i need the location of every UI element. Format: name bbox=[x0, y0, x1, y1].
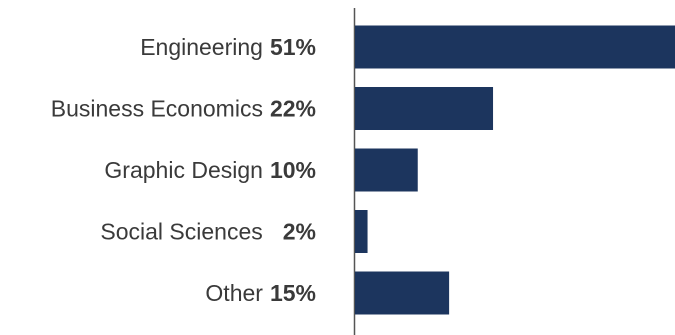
category-name: Social Sciences bbox=[100, 219, 262, 245]
bar-graphic-design bbox=[355, 148, 418, 192]
value-label: 22% bbox=[270, 96, 316, 122]
category-name: Engineering bbox=[140, 34, 263, 60]
category-name: Graphic Design bbox=[104, 157, 263, 183]
bar-business-economics bbox=[355, 87, 494, 130]
value-label: 51% bbox=[270, 34, 316, 60]
category-label-social-sciences: Social Sciences 2% bbox=[100, 219, 316, 245]
category-label-other: Other 15% bbox=[205, 280, 316, 306]
bar-engineering bbox=[355, 25, 675, 69]
bar-social-sciences bbox=[355, 210, 368, 253]
category-labels: Engineering 51% Business Economics 22% Graph… bbox=[51, 34, 316, 306]
category-label-engineering: Engineering 51% bbox=[140, 34, 316, 60]
value-label: 2% bbox=[283, 219, 316, 245]
bars bbox=[355, 25, 675, 315]
category-name: Other bbox=[205, 280, 263, 306]
category-name: Business Economics bbox=[51, 96, 263, 122]
bar-other bbox=[355, 271, 450, 315]
category-label-graphic-design: Graphic Design 10% bbox=[104, 157, 316, 183]
value-label: 10% bbox=[270, 157, 316, 183]
value-label: 15% bbox=[270, 280, 316, 306]
category-label-business-economics: Business Economics 22% bbox=[51, 96, 316, 122]
